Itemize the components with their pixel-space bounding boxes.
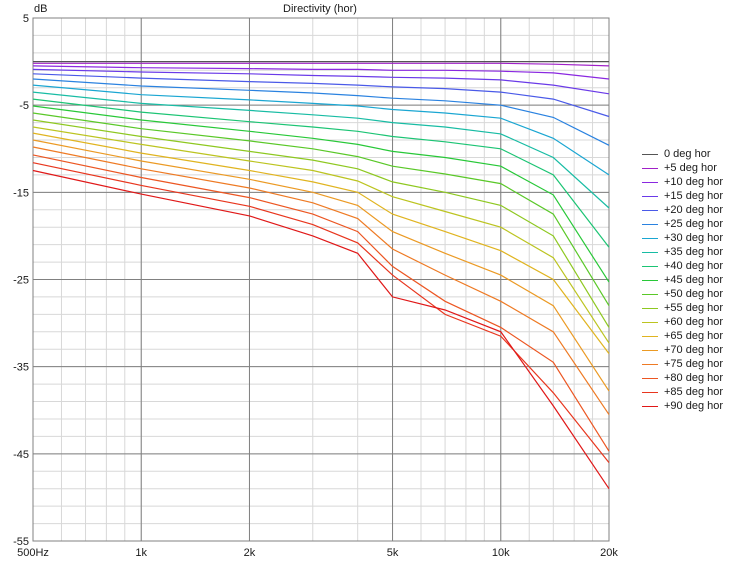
y-tick-label: -35 bbox=[13, 362, 29, 374]
legend-swatch bbox=[642, 251, 658, 253]
y-tick-label: -15 bbox=[13, 187, 29, 199]
series-line bbox=[32, 119, 610, 328]
series-line bbox=[32, 78, 610, 146]
legend-swatch bbox=[642, 209, 658, 211]
x-tick-label: 2k bbox=[244, 547, 256, 559]
legend-item: 0 deg hor bbox=[640, 147, 723, 161]
legend-item: +90 deg hor bbox=[640, 399, 723, 413]
chart-legend: 0 deg hor +5 deg hor +10 deg hor +15 deg ho… bbox=[640, 147, 723, 413]
series-line bbox=[32, 105, 610, 283]
series-line bbox=[32, 73, 610, 118]
x-tick-label: 5k bbox=[387, 547, 399, 559]
legend-label: +45 deg hor bbox=[664, 274, 724, 286]
legend-swatch bbox=[642, 321, 658, 323]
legend-label: +30 deg hor bbox=[664, 232, 724, 244]
series-line bbox=[32, 169, 610, 490]
series-line bbox=[32, 146, 610, 415]
plot-frame bbox=[32, 17, 610, 542]
legend-swatch bbox=[642, 265, 658, 267]
legend-label: +80 deg hor bbox=[664, 372, 724, 384]
legend-swatch bbox=[642, 181, 658, 183]
legend-swatch bbox=[642, 223, 658, 225]
y-tick-labels: 5 -5 -15 -25 -35 -45 -55 bbox=[13, 13, 29, 548]
legend-label: +5 deg hor bbox=[664, 162, 717, 174]
legend-item: +10 deg hor bbox=[640, 175, 723, 189]
series-line bbox=[32, 126, 610, 344]
legend-item: +15 deg hor bbox=[640, 189, 723, 203]
legend-label: +25 deg hor bbox=[664, 218, 724, 230]
series-line bbox=[32, 162, 610, 463]
legend-label: +90 deg hor bbox=[664, 400, 724, 412]
legend-item: +25 deg hor bbox=[640, 217, 723, 231]
legend-swatch bbox=[642, 335, 658, 337]
legend-swatch bbox=[642, 391, 658, 393]
series-line bbox=[32, 98, 610, 248]
series-line bbox=[32, 65, 610, 80]
series-line bbox=[32, 112, 610, 307]
legend-swatch bbox=[642, 377, 658, 379]
legend-label: +20 deg hor bbox=[664, 204, 724, 216]
legend-label: +60 deg hor bbox=[664, 316, 724, 328]
legend-swatch bbox=[642, 307, 658, 309]
legend-swatch bbox=[642, 153, 658, 155]
legend-label: +35 deg hor bbox=[664, 246, 724, 258]
legend-label: +15 deg hor bbox=[664, 190, 724, 202]
chart-title: Directivity (hor) bbox=[283, 3, 357, 15]
legend-swatch bbox=[642, 293, 658, 295]
legend-label: +65 deg hor bbox=[664, 330, 724, 342]
legend-label: +75 deg hor bbox=[664, 358, 724, 370]
legend-label: +40 deg hor bbox=[664, 260, 724, 272]
legend-swatch bbox=[642, 349, 658, 351]
legend-label: +55 deg hor bbox=[664, 302, 724, 314]
legend-item: +85 deg hor bbox=[640, 385, 723, 399]
legend-item: +60 deg hor bbox=[640, 315, 723, 329]
x-tick-label: 20k bbox=[600, 547, 618, 559]
y-tick-label: 5 bbox=[23, 13, 29, 25]
series-line bbox=[32, 84, 610, 176]
y-tick-label: -45 bbox=[13, 449, 29, 461]
series-line bbox=[32, 139, 610, 392]
legend-swatch bbox=[642, 195, 658, 197]
legend-label: 0 deg hor bbox=[664, 148, 711, 160]
y-axis-label: dB bbox=[34, 3, 47, 15]
series-line bbox=[32, 68, 610, 95]
legend-item: +75 deg hor bbox=[640, 357, 723, 371]
series-line bbox=[32, 91, 610, 209]
series-line bbox=[32, 154, 610, 452]
series-line bbox=[33, 62, 610, 67]
series-lines bbox=[32, 60, 610, 490]
legend-item: +35 deg hor bbox=[640, 245, 723, 259]
legend-swatch bbox=[642, 167, 658, 169]
legend-swatch bbox=[642, 405, 658, 407]
x-tick-labels: 500Hz 1k 2k 5k 10k 20k bbox=[17, 547, 618, 559]
legend-item: +50 deg hor bbox=[640, 287, 723, 301]
legend-item: +40 deg hor bbox=[640, 259, 723, 273]
x-tick-label: 500Hz bbox=[17, 547, 49, 559]
legend-item: +45 deg hor bbox=[640, 273, 723, 287]
y-tick-label: -55 bbox=[13, 536, 29, 548]
legend-item: +30 deg hor bbox=[640, 231, 723, 245]
legend-item: +55 deg hor bbox=[640, 301, 723, 315]
y-tick-label: -25 bbox=[13, 275, 29, 287]
legend-label: +85 deg hor bbox=[664, 386, 724, 398]
legend-swatch bbox=[642, 363, 658, 365]
legend-label: +50 deg hor bbox=[664, 288, 724, 300]
legend-swatch bbox=[642, 237, 658, 239]
legend-item: +20 deg hor bbox=[640, 203, 723, 217]
legend-label: +70 deg hor bbox=[664, 344, 724, 356]
legend-swatch bbox=[642, 279, 658, 281]
series-line bbox=[32, 132, 610, 354]
x-tick-label: 1k bbox=[135, 547, 147, 559]
legend-item: +70 deg hor bbox=[640, 343, 723, 357]
legend-item: +5 deg hor bbox=[640, 161, 723, 175]
y-tick-label: -5 bbox=[19, 100, 29, 112]
major-grid bbox=[32, 17, 610, 542]
legend-item: +65 deg hor bbox=[640, 329, 723, 343]
x-tick-label: 10k bbox=[492, 547, 510, 559]
legend-item: +80 deg hor bbox=[640, 371, 723, 385]
legend-label: +10 deg hor bbox=[664, 176, 724, 188]
